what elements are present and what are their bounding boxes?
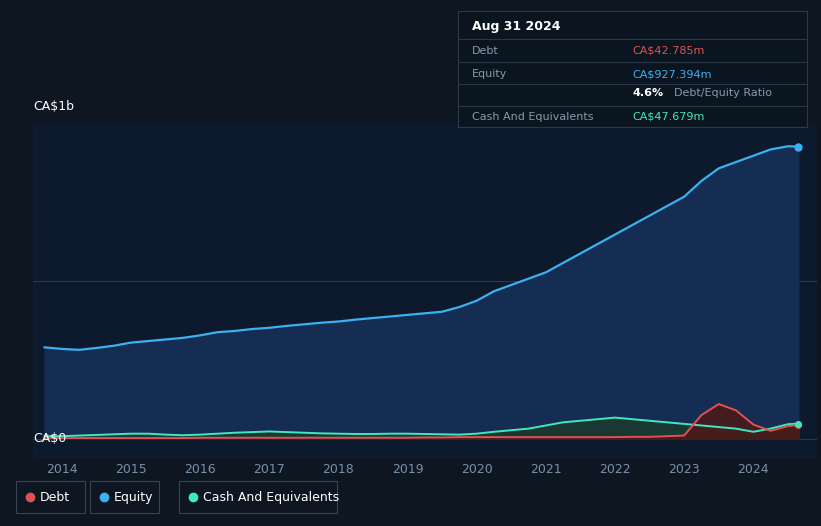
Text: Debt/Equity Ratio: Debt/Equity Ratio	[675, 88, 773, 98]
Text: CA$42.785m: CA$42.785m	[633, 46, 705, 56]
Text: CA$47.679m: CA$47.679m	[633, 112, 705, 122]
Text: Equity: Equity	[114, 491, 154, 503]
Text: Cash And Equivalents: Cash And Equivalents	[203, 491, 339, 503]
Text: Aug 31 2024: Aug 31 2024	[472, 20, 561, 33]
Text: Debt: Debt	[472, 46, 499, 56]
Text: Debt: Debt	[40, 491, 70, 503]
Text: Cash And Equivalents: Cash And Equivalents	[472, 112, 594, 122]
Text: 4.6%: 4.6%	[633, 88, 663, 98]
Text: Equity: Equity	[472, 69, 507, 79]
Text: CA$0: CA$0	[33, 432, 66, 445]
Text: CA$1b: CA$1b	[33, 100, 74, 113]
Text: CA$927.394m: CA$927.394m	[633, 69, 712, 79]
